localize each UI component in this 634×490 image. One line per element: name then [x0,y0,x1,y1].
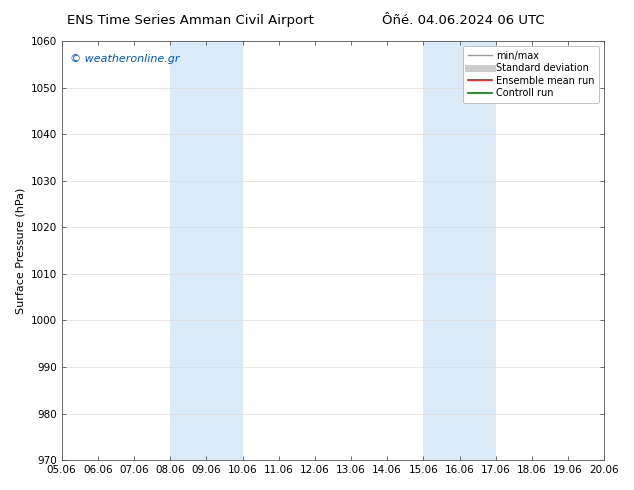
Bar [424,41,496,460]
Y-axis label: Surface Pressure (hPa): Surface Pressure (hPa) [15,187,25,314]
Text: ENS Time Series Amman Civil Airport: ENS Time Series Amman Civil Airport [67,14,314,27]
Bar [170,41,243,460]
Legend: min/max, Standard deviation, Ensemble mean run, Controll run: min/max, Standard deviation, Ensemble me… [463,46,599,103]
Text: Ôñé. 04.06.2024 06 UTC: Ôñé. 04.06.2024 06 UTC [382,14,544,27]
Text: © weatheronline.gr: © weatheronline.gr [70,53,179,64]
